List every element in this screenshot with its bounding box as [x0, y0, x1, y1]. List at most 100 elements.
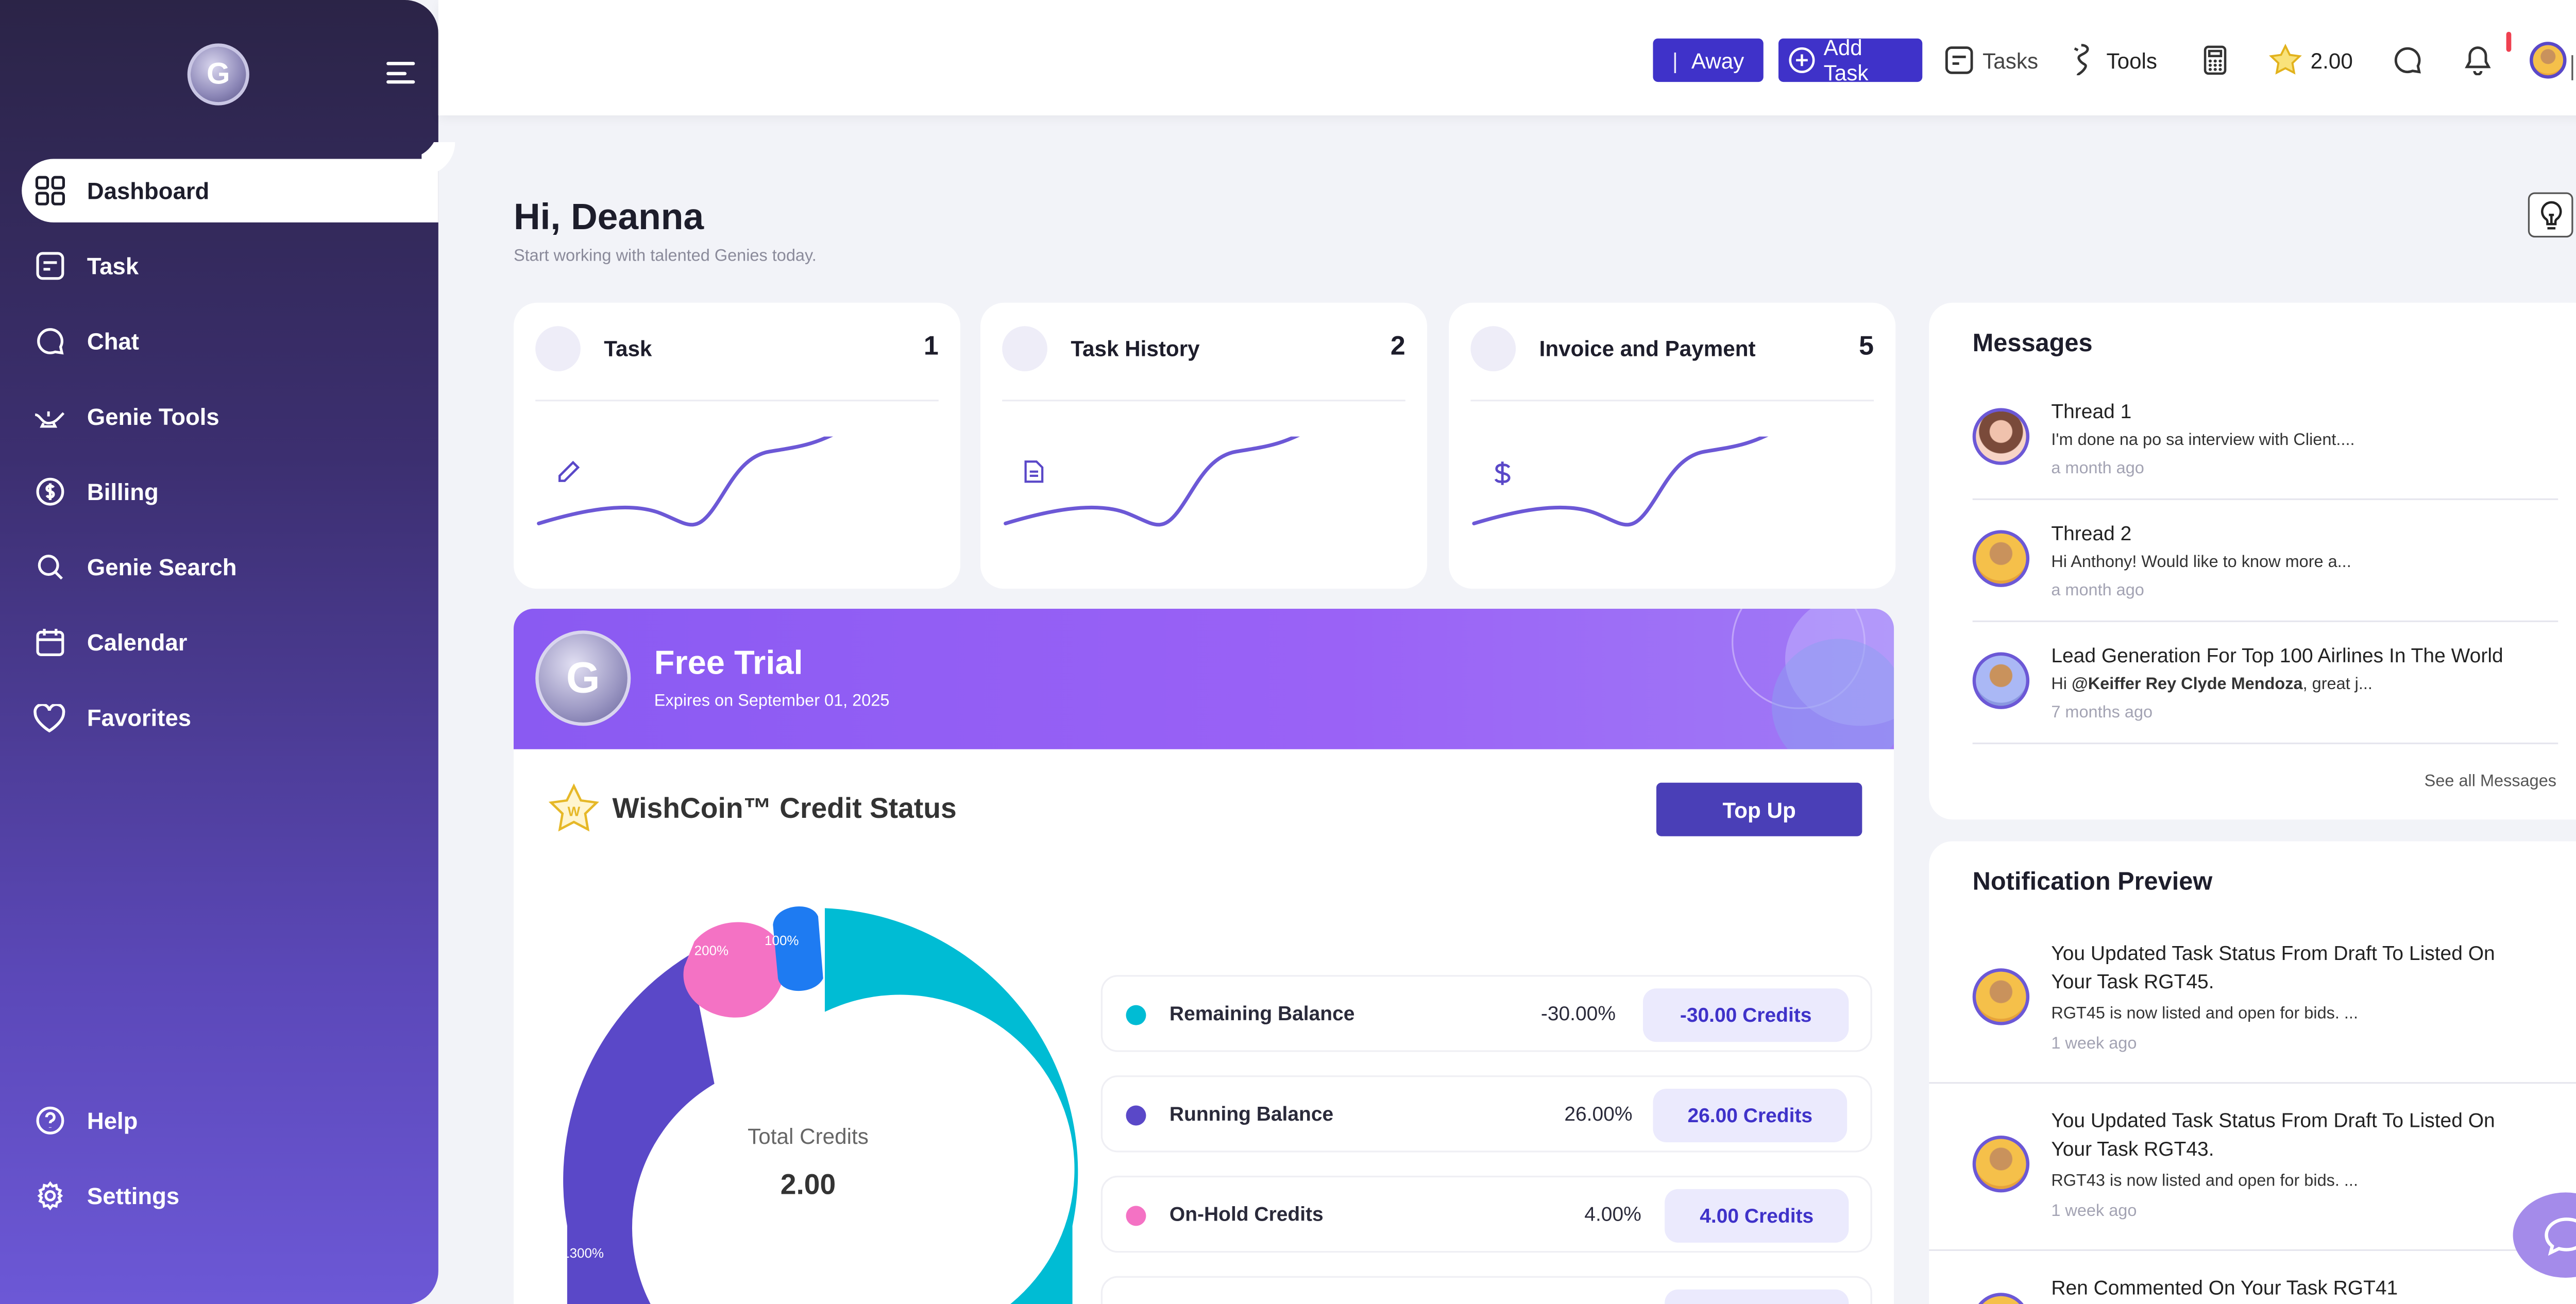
notification-title-line: Ren Commented On Your Task RGT41 [2051, 1276, 2398, 1300]
donut-segment-other [773, 906, 823, 991]
task-icon [33, 250, 65, 282]
notification-title-line: You Updated Task Status From Draft To Li… [2051, 1109, 2495, 1133]
task-history-card[interactable]: Task History 2 [980, 302, 1428, 589]
avatar [1972, 408, 2030, 465]
message-item[interactable]: Lead Generation For Top 100 Airlines In … [1972, 644, 2558, 745]
calculator-button[interactable] [2204, 40, 2227, 80]
donut-segment-onhold [683, 922, 785, 1018]
chat-bubble-icon [2542, 1215, 2576, 1255]
legend-percent: 4.00% [1584, 1202, 1641, 1226]
sidebar-item-label: Genie Search [87, 553, 237, 580]
segment-label: -1500% [1020, 1151, 1067, 1166]
card-title: Task [604, 336, 652, 362]
search-icon [33, 551, 65, 583]
sidebar: G Dashboard Task Chat Genie Tools Billin… [0, 0, 438, 1304]
sidebar-item-chat[interactable]: Chat [22, 310, 438, 373]
message-time: a month ago [2051, 582, 2144, 600]
see-all-messages-link[interactable]: See all Messages [2424, 773, 2557, 792]
credit-status-title: WishCoin™ Credit Status [612, 793, 957, 825]
app-logo[interactable]: G [187, 43, 249, 106]
legend-dot [1126, 1005, 1146, 1025]
star-coin-icon [2268, 43, 2302, 77]
sidebar-item-label: Settings [87, 1182, 180, 1209]
sidebar-item-task[interactable]: Task [22, 234, 438, 298]
plus-circle-icon [1788, 47, 1815, 74]
status-divider: | [1672, 47, 1678, 73]
notification-item[interactable]: You Updated Task Status From Draft To Li… [1972, 1109, 2558, 1249]
tasks-link[interactable]: Tasks [1944, 40, 2038, 80]
sidebar-item-favorites[interactable]: Favorites [22, 685, 438, 749]
card-title: Invoice and Payment [1539, 336, 1756, 362]
notification-title-line: You Updated Task Status From Draft To Li… [2051, 941, 2495, 965]
genie-tools-icon [2070, 43, 2093, 77]
trial-expiry: Expires on September 01, 2025 [654, 692, 890, 711]
sidebar-item-settings[interactable]: Settings [22, 1164, 438, 1227]
notification-panel: Notification Preview You Updated Task St… [1929, 841, 2576, 1304]
sidebar-item-genie-search[interactable]: Genie Search [22, 535, 438, 598]
message-title: Thread 2 [2051, 522, 2132, 545]
legend-row-onhold: On-Hold Credits 4.00% 4.00 Credits [1100, 1175, 1872, 1253]
messages-title: Messages [1972, 329, 2093, 358]
divider [1929, 1082, 2576, 1084]
away-status-button[interactable]: | Away [1653, 38, 1764, 82]
credits-donut-chart [563, 906, 1078, 1304]
trend-sparkline [1004, 436, 1300, 527]
avatar [1972, 1293, 2030, 1304]
free-trial-banner: G Free Trial Expires on September 01, 20… [513, 609, 1894, 749]
legend-name: Remaining Balance [1169, 1002, 1355, 1025]
divider [1972, 498, 2558, 500]
sidebar-item-label: Help [87, 1107, 138, 1134]
task-card[interactable]: Task 1 [513, 302, 961, 589]
sidebar-item-dashboard[interactable]: Dashboard [22, 159, 438, 222]
sidebar-item-label: Billing [87, 478, 159, 505]
sidebar-item-billing[interactable]: Billing [22, 460, 438, 523]
legend-credits-badge: -30.00 Credits [1642, 988, 1849, 1042]
message-time: a month ago [2051, 460, 2144, 478]
trend-sparkline [537, 436, 834, 527]
notification-title: Notification Preview [1972, 868, 2213, 897]
legend-row-remaining: Remaining Balance -30.00% -30.00 Credits [1100, 975, 1872, 1052]
message-item[interactable]: Thread 1 I'm done na po sa interview wit… [1972, 400, 2558, 500]
sidebar-item-help[interactable]: Help [22, 1089, 438, 1152]
sidebar-item-calendar[interactable]: Calendar [22, 610, 438, 674]
message-title: Thread 1 [2051, 400, 2132, 423]
tasks-label: Tasks [1982, 47, 2039, 73]
messages-button[interactable] [2393, 40, 2422, 80]
page-subtitle: Start working with talented Genies today… [513, 247, 817, 266]
coin-balance[interactable]: 2.00 [2268, 40, 2353, 80]
notification-preview: RGT45 is now listed and open for bids. .… [2051, 1005, 2359, 1024]
sidebar-item-label: Task [87, 252, 139, 280]
bell-icon [2464, 45, 2491, 76]
message-item[interactable]: Thread 2 Hi Anthony! Would like to know … [1972, 522, 2558, 623]
wishcoin-star-icon: W [547, 783, 601, 845]
invoice-payment-card[interactable]: Invoice and Payment 5 [1449, 302, 1896, 589]
legend-percent: -30.00% [1540, 1002, 1616, 1025]
add-task-button[interactable]: Add Task [1778, 35, 1923, 85]
calculator-icon [2204, 45, 2227, 75]
gear-icon [33, 1180, 65, 1212]
coin-balance-value: 2.00 [2310, 47, 2353, 73]
chat-bubble-icon [2393, 45, 2422, 75]
page-title: Hi, Deanna [513, 195, 704, 238]
sidebar-item-label: Genie Tools [87, 403, 219, 430]
notification-title-line: Your Task RGT45. [2051, 970, 2214, 993]
tools-link[interactable]: Tools [2070, 40, 2157, 80]
legend-credits-badge: 26.00 Credits [1653, 1089, 1848, 1142]
sidebar-item-genie-tools[interactable]: Genie Tools [22, 385, 438, 448]
card-count: 5 [1859, 333, 1874, 362]
tips-button[interactable] [2528, 192, 2573, 238]
notification-item[interactable]: You Updated Task Status From Draft To Li… [1972, 941, 2558, 1082]
trial-logo: G [535, 630, 631, 726]
user-avatar[interactable] [2530, 42, 2567, 79]
sidebar-item-label: Calendar [87, 629, 188, 656]
notification-item[interactable]: Ren Commented On Your Task RGT41 [1972, 1276, 2558, 1304]
top-up-button[interactable]: Top Up [1656, 782, 1862, 836]
add-task-label: Add Task [1823, 35, 1869, 85]
sidebar-item-label: Chat [87, 328, 139, 355]
hamburger-menu-icon[interactable] [386, 62, 415, 84]
donut-segment-remaining [824, 908, 1078, 1304]
total-credits-value: 2.00 [780, 1169, 836, 1201]
notifications-button[interactable] [2464, 40, 2491, 80]
calendar-icon [33, 626, 65, 658]
